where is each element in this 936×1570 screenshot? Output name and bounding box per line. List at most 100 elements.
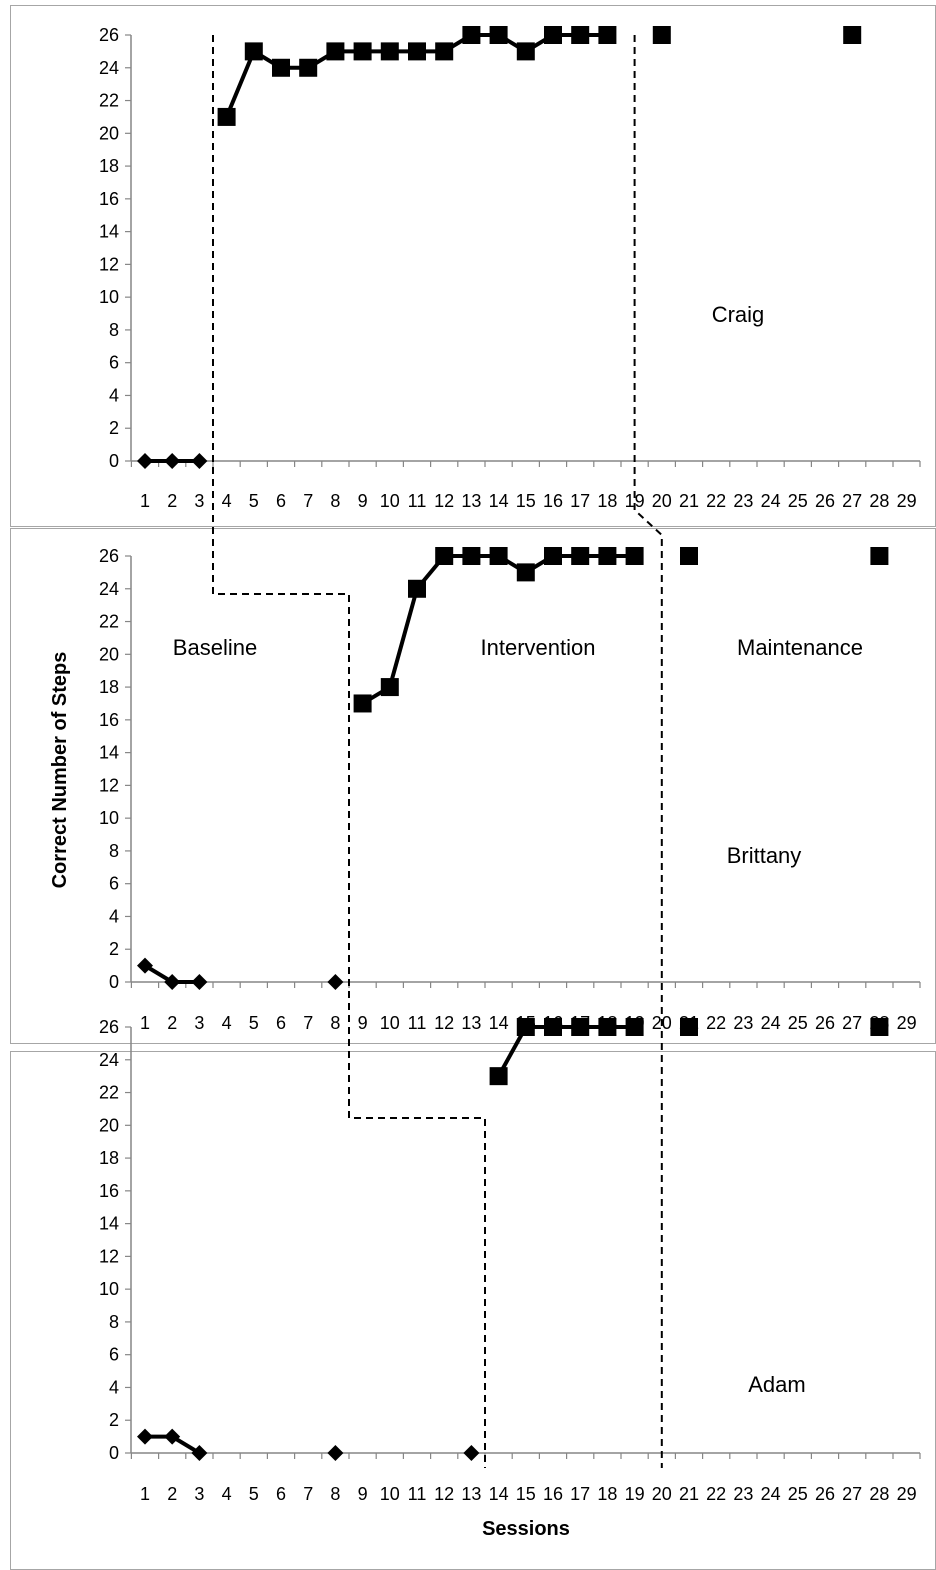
diamond-marker [137, 453, 153, 469]
x-tick-label: 21 [679, 1484, 699, 1504]
x-tick-label: 11 [408, 491, 427, 511]
intervention-phase-label: Intervention [481, 635, 596, 660]
x-tick-label: 24 [761, 1013, 781, 1033]
x-tick-label: 13 [461, 1013, 481, 1033]
square-marker [435, 42, 454, 61]
x-tick-label: 15 [516, 491, 536, 511]
square-marker [408, 42, 426, 61]
x-tick-label: 17 [570, 491, 590, 511]
square-marker [353, 42, 372, 61]
x-tick-label: 3 [194, 491, 204, 511]
x-tick-label: 20 [652, 491, 672, 511]
y-tick-label: 12 [99, 1246, 119, 1266]
participant-label-craig: Craig [712, 302, 765, 327]
x-tick-label: 11 [408, 1484, 427, 1504]
square-marker [462, 26, 481, 44]
square-marker [516, 42, 535, 61]
x-tick-label: 8 [330, 491, 340, 511]
square-marker [380, 42, 399, 61]
x-tick-label: 22 [706, 491, 726, 511]
y-tick-label: 2 [109, 939, 119, 959]
x-tick-label: 4 [222, 1484, 232, 1504]
square-marker [489, 1067, 508, 1086]
maintenance-phase-label: Maintenance [737, 635, 863, 660]
series-line [361, 554, 635, 706]
x-tick-label: 9 [358, 491, 368, 511]
x-tick-label: 14 [489, 1484, 509, 1504]
y-tick-label: 12 [99, 775, 119, 795]
phase-change-lines [212, 35, 663, 1468]
y-tick-label: 8 [109, 320, 119, 340]
y-tick-label: 16 [99, 710, 119, 730]
square-marker [516, 1018, 535, 1036]
x-tick-label: 15 [516, 1484, 536, 1504]
y-tick-label: 18 [99, 156, 119, 176]
x-tick-label: 5 [249, 1013, 259, 1033]
x-tick-label: 17 [570, 1484, 590, 1504]
x-tick-label: 8 [330, 1013, 340, 1033]
y-tick-label: 16 [99, 189, 119, 209]
square-marker [408, 579, 426, 598]
x-tick-label: 13 [461, 1484, 481, 1504]
x-tick-label: 26 [815, 1013, 835, 1033]
series-baseline [137, 453, 208, 469]
y-tick-label: 20 [99, 644, 119, 664]
x-tick-label: 2 [167, 1013, 177, 1033]
diamond-marker [191, 974, 208, 990]
y-tick-label: 10 [99, 287, 119, 307]
y-tick-label: 0 [109, 1443, 119, 1463]
y-tick-label: 18 [99, 677, 119, 697]
y-tick-label: 6 [109, 353, 119, 373]
x-tick-label: 18 [597, 491, 617, 511]
y-tick-label: 10 [99, 1279, 119, 1299]
x-tick-label: 13 [461, 491, 481, 511]
x-tick-label: 25 [788, 1484, 808, 1504]
square-marker [598, 26, 617, 44]
x-tick-label: 10 [380, 491, 400, 511]
square-marker [544, 26, 562, 44]
y-tick-label: 6 [109, 1345, 119, 1365]
series-baseline-probe [327, 1445, 480, 1461]
square-marker [489, 26, 508, 44]
y-tick-label: 14 [99, 743, 119, 763]
square-marker [516, 563, 535, 582]
y-tick-label: 2 [109, 418, 119, 438]
x-tick-label: 9 [358, 1484, 368, 1504]
x-tick-label: 14 [489, 491, 509, 511]
x-tick-label: 9 [358, 1013, 368, 1033]
baseline-phase-label: Baseline [173, 635, 257, 660]
square-marker [625, 547, 644, 565]
x-tick-label: 10 [380, 1013, 400, 1033]
x-tick-label: 25 [788, 491, 808, 511]
series-intervention [353, 547, 644, 713]
x-tick-label: 1 [140, 1013, 150, 1033]
y-tick-label: 26 [99, 1017, 119, 1037]
baseline-intervention-line [212, 35, 486, 1468]
square-marker [462, 547, 481, 565]
series-baseline-probe [327, 974, 344, 990]
x-tick-label: 1 [140, 1484, 150, 1504]
y-tick-label: 12 [99, 254, 119, 274]
y-tick-label: 18 [99, 1148, 119, 1168]
y-tick-label: 22 [99, 1083, 119, 1103]
x-axis-title: Sessions [482, 1518, 570, 1540]
square-marker [870, 547, 889, 565]
x-tick-label: 29 [897, 1484, 917, 1504]
square-marker [244, 42, 263, 61]
y-tick-label: 6 [109, 874, 119, 894]
x-tick-label: 19 [625, 1484, 645, 1504]
y-tick-label: 8 [109, 841, 119, 861]
square-marker [353, 694, 372, 713]
x-tick-label: 27 [842, 1013, 862, 1033]
square-marker [380, 678, 399, 697]
x-tick-label: 22 [706, 1013, 726, 1033]
x-tick-label: 6 [276, 1484, 286, 1504]
square-marker [598, 547, 617, 565]
x-tick-label: 23 [733, 1013, 753, 1033]
x-tick-label: 16 [543, 1484, 563, 1504]
x-tick-label: 6 [276, 491, 286, 511]
x-tick-label: 27 [842, 491, 862, 511]
square-marker [435, 547, 454, 565]
